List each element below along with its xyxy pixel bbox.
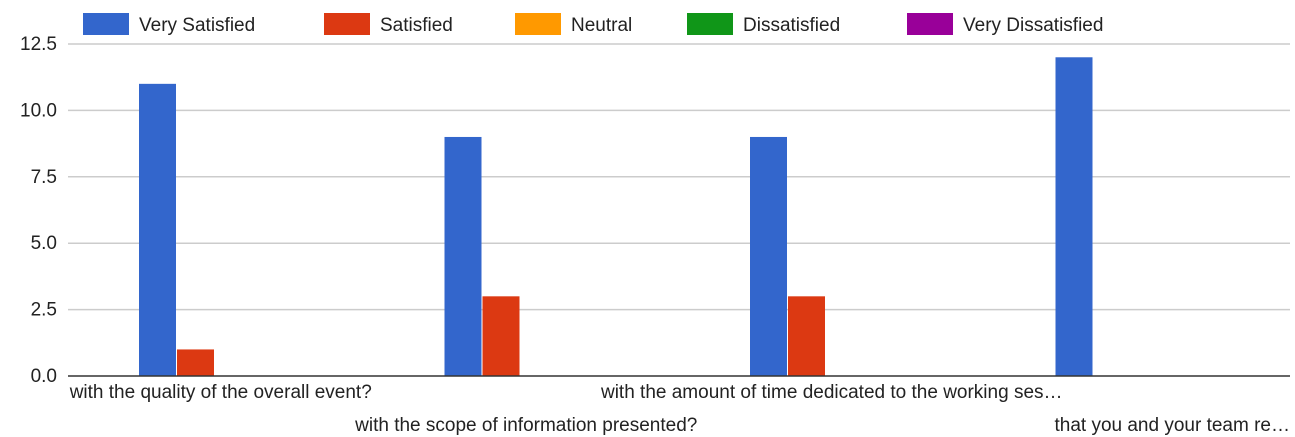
y-tick-label: 2.5 (31, 300, 57, 321)
y-tick-label: 0.0 (31, 366, 57, 387)
bar-satisfied[interactable] (788, 296, 825, 376)
legend-swatch (324, 13, 370, 35)
legend-swatch (83, 13, 129, 35)
bar-satisfied[interactable] (177, 349, 214, 376)
y-tick-label: 10.0 (20, 100, 57, 121)
bar-satisfied[interactable] (482, 296, 520, 376)
legend-swatch (687, 13, 733, 35)
legend-item-very-dissatisfied[interactable]: Very Dissatisfied (907, 13, 1103, 36)
legend-item-very-satisfied[interactable]: Very Satisfied (83, 13, 255, 36)
legend-label: Neutral (571, 15, 632, 36)
bar-very-satisfied[interactable] (1055, 57, 1093, 376)
legend-swatch (515, 13, 561, 35)
bars (139, 57, 1093, 376)
x-category-label: with the scope of information presented? (354, 415, 697, 436)
legend-label: Satisfied (380, 15, 453, 36)
legend-label: Very Satisfied (139, 15, 255, 36)
legend-label: Dissatisfied (743, 15, 840, 36)
x-axis-labels: with the quality of the overall event? wi… (69, 382, 1290, 436)
bar-very-satisfied[interactable] (444, 136, 482, 376)
bar-very-satisfied[interactable] (139, 83, 176, 376)
legend: Very Satisfied Satisfied Neutral Dissatisfi… (83, 13, 1103, 36)
legend-item-neutral[interactable]: Neutral (515, 13, 632, 36)
y-axis-ticks: 0.0 2.5 5.0 7.5 10.0 12.5 (20, 34, 57, 387)
y-tick-label: 12.5 (20, 34, 57, 55)
legend-label: Very Dissatisfied (963, 15, 1103, 36)
x-category-label: that you and your team re… (1054, 415, 1290, 436)
gridlines (68, 43, 1290, 311)
y-tick-label: 5.0 (31, 233, 57, 254)
legend-item-dissatisfied[interactable]: Dissatisfied (687, 13, 840, 36)
legend-item-satisfied[interactable]: Satisfied (324, 13, 453, 36)
legend-swatch (907, 13, 953, 35)
x-category-label: with the amount of time dedicated to the… (600, 382, 1063, 403)
x-category-label: with the quality of the overall event? (69, 382, 372, 403)
y-tick-label: 7.5 (31, 167, 57, 188)
bar-very-satisfied[interactable] (750, 136, 787, 376)
